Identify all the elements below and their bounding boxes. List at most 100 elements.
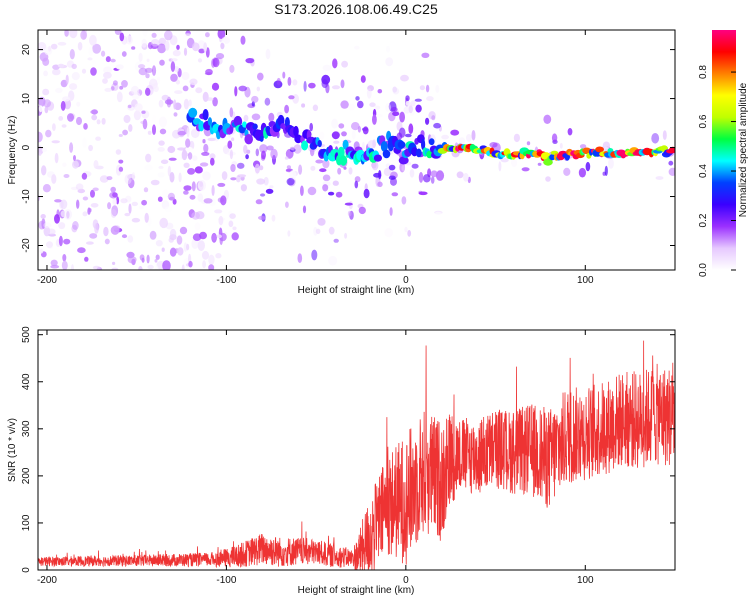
spectrogram-cell [202,139,206,144]
spectrogram-ytick-label: -20 [21,238,32,253]
spectrogram-cell [288,95,295,100]
spectrogram-cell [88,46,94,56]
spectrogram-ridge-cell [428,138,435,146]
spectrogram-cell [372,114,377,125]
spectrogram-cell [384,228,394,238]
spectrogram-cell [668,167,675,176]
spectrogram-cell [125,35,133,45]
spectrogram-cell [54,214,60,224]
spectrogram-cell [258,165,264,171]
spectrogram-cell [168,157,177,161]
spectrogram-marks [38,30,675,270]
spectrogram-cell [256,86,260,92]
spectrogram-cell [58,116,64,121]
spectrogram-ridge-cell [202,109,209,121]
spectrogram-cell [229,149,233,160]
spectrogram-cell [431,115,436,121]
spectrogram-cell [48,45,52,52]
spectrogram-cell [405,95,410,102]
spectrogram-cell [285,201,289,208]
spectrogram-cell [111,267,119,270]
spectrogram-cell [404,226,408,233]
spectrogram-cell [141,257,145,263]
spectrogram-cell [608,158,614,169]
spectrogram-cell [430,170,438,178]
spectrogram-cell [112,261,116,265]
spectrogram-cell [264,97,271,106]
spectrogram-cell [375,114,383,118]
spectrogram-cell [66,264,72,270]
spectrogram-cell [308,82,316,89]
spectrogram-cell [229,107,234,118]
colorbar-tick-label: 0.6 [698,114,709,128]
spectrogram-cell [310,165,316,171]
spectrogram-cell [203,143,209,153]
spectrogram-ridge-cell [382,149,391,159]
snr-xtick-label: -100 [216,575,236,586]
spectrogram-cell [58,222,66,230]
spectrogram-cell [340,100,349,109]
spectrogram-cell [419,85,425,91]
spectrogram-cell [150,39,160,47]
spectrogram-cell [103,71,112,79]
spectrogram-cell [54,152,59,164]
spectrogram-cell [106,176,113,181]
spectrogram-cell [92,187,99,192]
spectrogram-cell [72,221,79,230]
spectrogram-xtick-label: -100 [216,275,236,286]
spectrogram-cell [344,202,353,206]
spectrogram-cell [69,49,75,60]
spectrogram-cell [138,52,143,62]
spectrogram-cell [90,67,97,76]
spectrogram-cell [287,76,292,86]
spectrogram-cell [188,99,192,107]
spectrogram-cell [104,87,112,92]
spectrogram-cell [164,99,174,105]
spectrogram-cell [315,159,324,164]
spectrogram-cell [245,58,255,64]
spectrogram-cell [191,238,199,249]
spectrogram-cell [63,238,71,245]
spectrogram-cell [162,189,170,198]
spectrogram-cell [338,123,345,129]
spectrogram-cell [44,106,49,114]
spectrogram-cell [348,167,353,175]
spectrogram-cell [121,51,127,57]
spectrogram-ridge-cell [188,107,198,118]
spectrogram-cell [96,119,101,125]
spectrogram-cell [183,47,188,56]
spectrogram-cell [161,247,165,252]
spectrogram-cell [69,142,74,153]
spectrogram-cell [398,127,406,138]
spectrogram-cell [175,79,180,85]
spectrogram-cell [604,165,608,176]
spectrogram-cell [69,83,78,90]
spectrogram-cell [348,103,355,111]
spectrogram-cell [255,148,259,157]
spectrogram-cell [77,247,86,254]
spectrogram-cell [156,76,161,84]
spectrogram-cell [203,198,213,204]
spectrogram-cell [204,72,213,76]
colorbar-tick-label: 0.4 [698,164,709,178]
spectrogram-cell [361,141,365,152]
spectrogram-cell [195,87,203,94]
spectrogram-cell [194,222,201,231]
spectrogram-cell [286,178,295,186]
spectrogram-cell [194,166,203,174]
spectrogram-cell [333,140,340,144]
spectrogram-cell [232,226,237,231]
spectrogram-cell [94,223,99,234]
spectrogram-cell [155,240,163,247]
snr-xtick-label: 0 [403,575,409,586]
spectrogram-cell [360,75,366,83]
spectrogram-cell [57,41,67,46]
spectrogram-cell [208,264,215,270]
spectrogram-cell [51,174,57,184]
spectrogram-cell [119,85,124,90]
spectrogram-cell [159,59,165,66]
spectrogram-cell [185,138,191,148]
snr-ylabel: SNR (10 * v/v) [7,418,18,482]
spectrogram-cell [401,196,407,205]
